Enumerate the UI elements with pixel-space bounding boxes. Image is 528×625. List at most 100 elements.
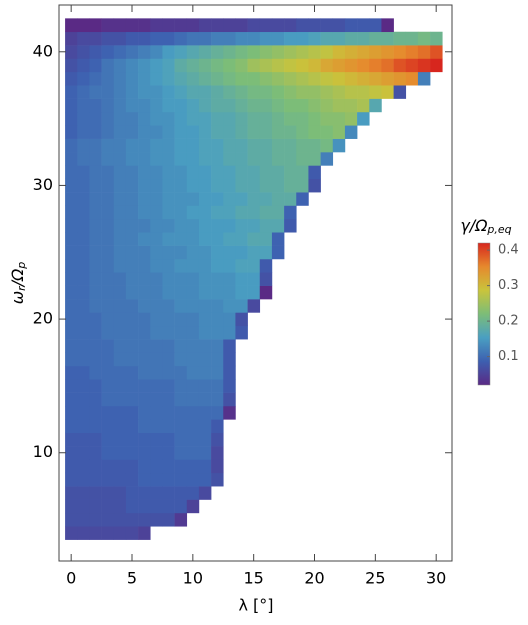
heatmap-cell (113, 352, 127, 367)
heatmap-cell (198, 58, 212, 73)
heatmap-cell (393, 85, 407, 99)
heatmap-cell (125, 526, 139, 540)
heatmap-cell (162, 299, 175, 313)
heatmap-cell (284, 165, 297, 180)
heatmap-cell (259, 218, 273, 233)
heatmap-cell (138, 459, 151, 474)
heatmap-cell (174, 31, 188, 46)
heatmap-cell (211, 392, 224, 407)
heatmap-cell (125, 512, 139, 527)
y-axis-label: ωr/Ωp (8, 262, 29, 305)
heatmap-cell (150, 98, 163, 113)
heatmap-cell (89, 392, 102, 407)
heatmap-cell (101, 459, 115, 474)
heatmap-cell (125, 152, 139, 166)
heatmap-cell (174, 419, 188, 433)
heatmap-cell (284, 85, 297, 99)
heatmap-cell (211, 339, 224, 353)
heatmap-cell (320, 71, 334, 86)
heatmap-cell (198, 205, 212, 220)
heatmap-cell (296, 85, 309, 99)
heatmap-cell (65, 71, 78, 86)
heatmap-cell (89, 18, 102, 33)
heatmap-cell (198, 379, 212, 393)
heatmap-cell (223, 365, 236, 380)
y-tick-label: 40 (33, 41, 53, 60)
heatmap-cell (198, 472, 212, 487)
heatmap-cell (186, 152, 200, 166)
heatmap-cell (138, 379, 151, 393)
heatmap-cell (223, 379, 236, 393)
heatmap-cell (162, 352, 175, 367)
heatmap-cell (101, 245, 115, 260)
heatmap-cell (150, 125, 163, 139)
heatmap-cell (186, 472, 200, 487)
heatmap-cell (162, 165, 175, 180)
heatmap-cell (89, 459, 102, 474)
heatmap-cell (369, 45, 382, 59)
heatmap-cell (235, 325, 248, 340)
heatmap-cell (381, 85, 394, 99)
heatmap-cell (198, 299, 212, 313)
heatmap-cell (101, 71, 115, 86)
heatmap-cell (125, 379, 139, 393)
heatmap-cell (284, 18, 297, 33)
heatmap-cell (332, 31, 346, 46)
heatmap-cell (101, 178, 115, 193)
heatmap-cell (357, 58, 370, 73)
heatmap-cell (101, 352, 115, 367)
heatmap-cell (235, 245, 248, 260)
heatmap-cell (113, 299, 127, 313)
heatmap-cell (320, 45, 334, 59)
heatmap-cell (138, 58, 151, 73)
heatmap-cell (162, 312, 175, 327)
heatmap-cell (247, 98, 261, 113)
heatmap-cell (65, 285, 78, 300)
heatmap-cell (417, 71, 431, 86)
heatmap-cell (235, 45, 248, 59)
heatmap-cell (430, 31, 443, 46)
heatmap-cell (113, 98, 127, 113)
x-tick-label: 10 (183, 569, 203, 588)
heatmap-cell (247, 272, 261, 286)
heatmap-cell (150, 446, 163, 460)
heatmap-cell (320, 152, 334, 166)
heatmap-cell (235, 125, 248, 139)
heatmap-cell (296, 58, 309, 73)
heatmap-cell (174, 405, 188, 420)
heatmap-cell (174, 392, 188, 407)
heatmap-cell (271, 31, 285, 46)
heatmap-cell (223, 58, 236, 73)
heatmap-cell (138, 165, 151, 180)
heatmap-cell (77, 352, 90, 367)
heatmap-cell (223, 45, 236, 59)
heatmap-cell (369, 31, 382, 46)
heatmap-cell (405, 45, 419, 59)
heatmap-cell (77, 365, 90, 380)
heatmap-cell (138, 419, 151, 433)
heatmap-cell (223, 98, 236, 113)
heatmap-cell (150, 18, 163, 33)
heatmap-cell (162, 379, 175, 393)
heatmap-cell (174, 312, 188, 327)
heatmap-cell (259, 152, 273, 166)
heatmap-cell (186, 58, 200, 73)
heatmap-cell (296, 45, 309, 59)
heatmap-cell (198, 285, 212, 300)
heatmap-cell (101, 405, 115, 420)
heatmap-cell (247, 285, 261, 300)
heatmap-cell (344, 45, 358, 59)
heatmap-cell (259, 258, 273, 273)
heatmap-cell (89, 205, 102, 220)
heatmap-cell (89, 71, 102, 86)
heatmap-cell (198, 232, 212, 246)
x-tick-label: 25 (365, 569, 385, 588)
heatmap-cell (308, 98, 321, 113)
heatmap-cell (162, 325, 175, 340)
heatmap-cell (211, 432, 224, 447)
heatmap-cell (357, 71, 370, 86)
heatmap-cell (77, 58, 90, 73)
heatmap-cell (138, 299, 151, 313)
heatmap-cell (65, 272, 78, 286)
